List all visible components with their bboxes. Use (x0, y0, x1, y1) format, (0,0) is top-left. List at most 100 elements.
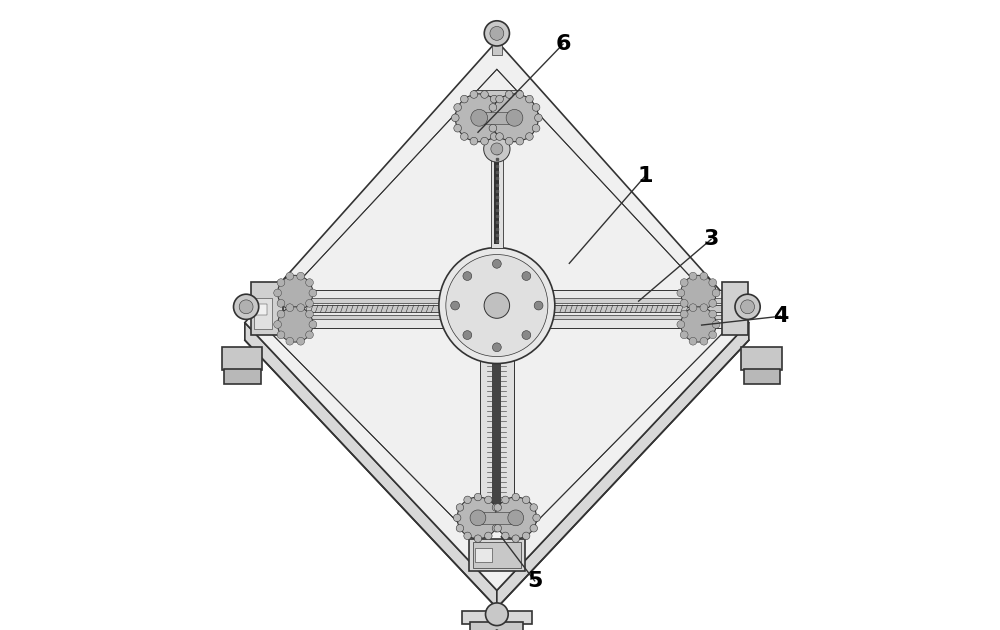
Circle shape (470, 91, 478, 98)
Circle shape (277, 310, 285, 318)
Circle shape (274, 321, 281, 328)
Circle shape (234, 294, 259, 319)
Circle shape (453, 514, 461, 522)
Circle shape (464, 496, 471, 503)
Circle shape (492, 525, 500, 532)
Circle shape (532, 103, 540, 112)
Circle shape (489, 103, 497, 112)
Circle shape (456, 504, 464, 511)
Bar (462, 98, 532, 120)
Circle shape (487, 114, 494, 122)
Circle shape (497, 124, 505, 132)
Circle shape (506, 110, 523, 126)
Bar (222, 346, 262, 370)
Circle shape (460, 133, 468, 140)
Bar (494, 145, 499, 244)
Circle shape (700, 272, 708, 280)
Circle shape (700, 304, 708, 312)
Circle shape (491, 143, 503, 155)
Circle shape (484, 293, 510, 318)
Circle shape (485, 496, 492, 503)
Circle shape (470, 510, 486, 526)
Circle shape (494, 504, 501, 511)
Circle shape (526, 95, 533, 103)
Circle shape (681, 275, 716, 311)
Bar (254, 304, 267, 315)
Circle shape (492, 343, 501, 352)
Bar (492, 330, 501, 508)
Circle shape (508, 510, 524, 526)
Circle shape (522, 496, 530, 503)
Circle shape (680, 331, 688, 339)
Circle shape (486, 603, 508, 626)
Circle shape (474, 493, 482, 501)
Circle shape (677, 289, 685, 297)
Circle shape (709, 278, 717, 287)
Circle shape (460, 95, 468, 103)
Bar (473, 90, 521, 98)
Circle shape (491, 514, 499, 522)
Circle shape (680, 278, 688, 287)
Circle shape (689, 272, 697, 280)
Circle shape (463, 331, 472, 340)
Circle shape (689, 306, 697, 314)
Circle shape (709, 299, 717, 307)
Circle shape (475, 287, 519, 331)
Circle shape (286, 304, 294, 312)
Circle shape (457, 497, 499, 539)
Circle shape (530, 525, 537, 532)
Circle shape (512, 493, 519, 501)
Circle shape (490, 26, 504, 40)
Circle shape (491, 94, 538, 142)
Circle shape (680, 299, 688, 307)
Circle shape (516, 91, 524, 98)
Circle shape (297, 304, 305, 312)
Circle shape (534, 301, 543, 310)
Bar (478, 512, 516, 524)
Circle shape (522, 532, 530, 540)
Circle shape (689, 337, 697, 345)
Circle shape (274, 289, 281, 297)
Circle shape (306, 331, 313, 339)
Text: 3: 3 (703, 229, 719, 249)
Circle shape (535, 114, 542, 122)
Circle shape (277, 278, 285, 287)
Circle shape (470, 137, 478, 145)
Text: 5: 5 (527, 571, 542, 591)
Circle shape (505, 137, 513, 145)
Circle shape (278, 275, 313, 311)
Bar (492, 40, 502, 55)
Circle shape (277, 299, 285, 307)
Bar (270, 298, 724, 302)
Circle shape (492, 260, 501, 268)
Bar (473, 542, 521, 568)
Circle shape (494, 525, 501, 532)
Circle shape (286, 337, 294, 345)
Circle shape (526, 133, 533, 140)
Circle shape (735, 294, 760, 319)
Circle shape (497, 103, 505, 112)
Circle shape (485, 532, 492, 540)
Circle shape (709, 331, 717, 339)
Circle shape (309, 289, 317, 297)
Circle shape (455, 94, 503, 142)
Circle shape (456, 525, 464, 532)
Bar (462, 611, 532, 624)
Circle shape (522, 331, 531, 340)
Circle shape (474, 535, 482, 542)
Polygon shape (497, 323, 749, 608)
Text: 1: 1 (637, 166, 653, 186)
Circle shape (530, 504, 537, 511)
Circle shape (439, 248, 555, 364)
Circle shape (451, 114, 459, 122)
Circle shape (277, 331, 285, 339)
Circle shape (490, 95, 498, 103)
Bar (744, 369, 780, 384)
Circle shape (505, 91, 513, 98)
Circle shape (495, 514, 502, 522)
Polygon shape (245, 323, 497, 608)
Circle shape (490, 133, 498, 140)
Bar (491, 142, 503, 248)
Circle shape (522, 272, 531, 280)
Circle shape (484, 136, 510, 162)
